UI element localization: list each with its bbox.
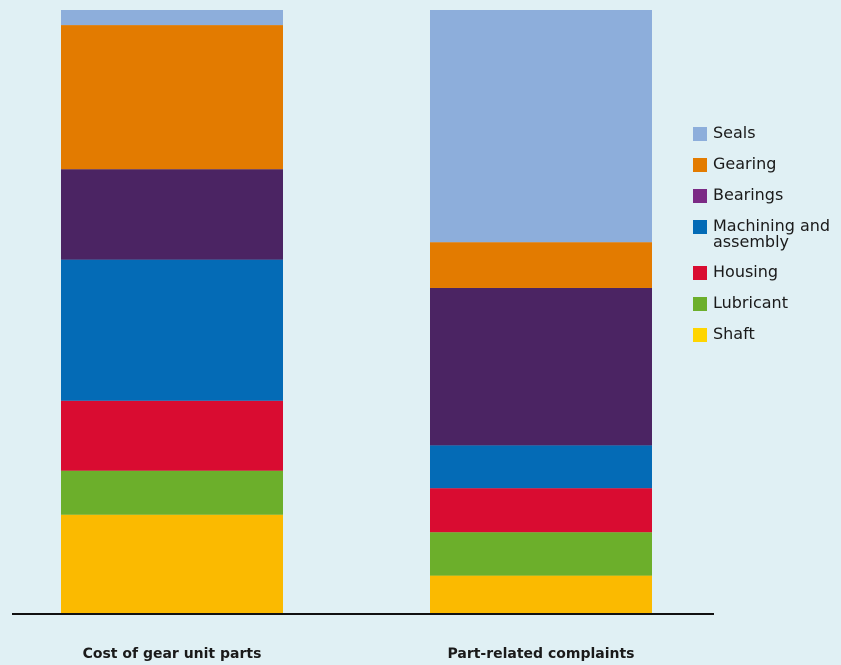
bar-segment-seals-complaints xyxy=(430,10,652,243)
bar-segment-shaft-cost xyxy=(61,514,283,613)
legend-label-gearing: Gearing xyxy=(713,154,777,173)
x-tick-label-part-related-complaints: Part-related complaints xyxy=(447,646,635,662)
legend-swatch-shaft xyxy=(693,328,707,342)
legend-swatch-machining-and-assembly xyxy=(693,220,707,234)
bar-segment-machining-and-assembly-cost xyxy=(61,259,283,401)
legend-swatch-bearings xyxy=(693,189,707,203)
legend-item-shaft: Shaft xyxy=(693,324,841,355)
bar-segment-bearings-cost xyxy=(61,169,283,260)
legend-item-gearing: Gearing xyxy=(693,154,841,185)
bar-segment-bearings-complaints xyxy=(430,287,652,446)
legend-label-machining-and-assembly: Machining and assembly xyxy=(713,216,831,251)
legend-label-shaft: Shaft xyxy=(713,324,755,343)
bar-segment-lubricant-complaints xyxy=(430,532,652,576)
bar-segment-lubricant-cost xyxy=(61,470,283,515)
legend-swatch-seals xyxy=(693,127,707,141)
bars-group xyxy=(61,10,652,613)
legend-label-lubricant: Lubricant xyxy=(713,293,788,312)
legend-item-lubricant: Lubricant xyxy=(693,293,841,324)
legend-label-housing: Housing xyxy=(713,262,779,281)
legend-item-seals: Seals xyxy=(693,123,841,154)
legend-item-bearings: Bearings xyxy=(693,185,841,216)
legend-swatch-gearing xyxy=(693,158,707,172)
legend-item-housing: Housing xyxy=(693,262,841,293)
legend-swatch-housing xyxy=(693,266,707,280)
x-tick-label-cost-of-gear-unit-parts: Cost of gear unit parts xyxy=(82,646,262,662)
bar-segment-seals-cost xyxy=(61,10,283,26)
bar-segment-gearing-cost xyxy=(61,25,283,170)
stacked-bar-chart xyxy=(12,10,714,615)
legend-label-bearings: Bearings xyxy=(713,185,784,204)
bar-segment-gearing-complaints xyxy=(430,242,652,288)
bar-segment-housing-complaints xyxy=(430,488,652,533)
legend-label-seals: Seals xyxy=(713,123,756,142)
bar-segment-housing-cost xyxy=(61,400,283,471)
bar-segment-shaft-complaints xyxy=(430,575,652,613)
legend-swatch-lubricant xyxy=(693,297,707,311)
bar-segment-machining-and-assembly-complaints xyxy=(430,445,652,489)
legend: Seals Gearing Bearings Machining and ass… xyxy=(693,123,841,355)
legend-item-machining-and-assembly: Machining and assembly xyxy=(693,216,841,262)
